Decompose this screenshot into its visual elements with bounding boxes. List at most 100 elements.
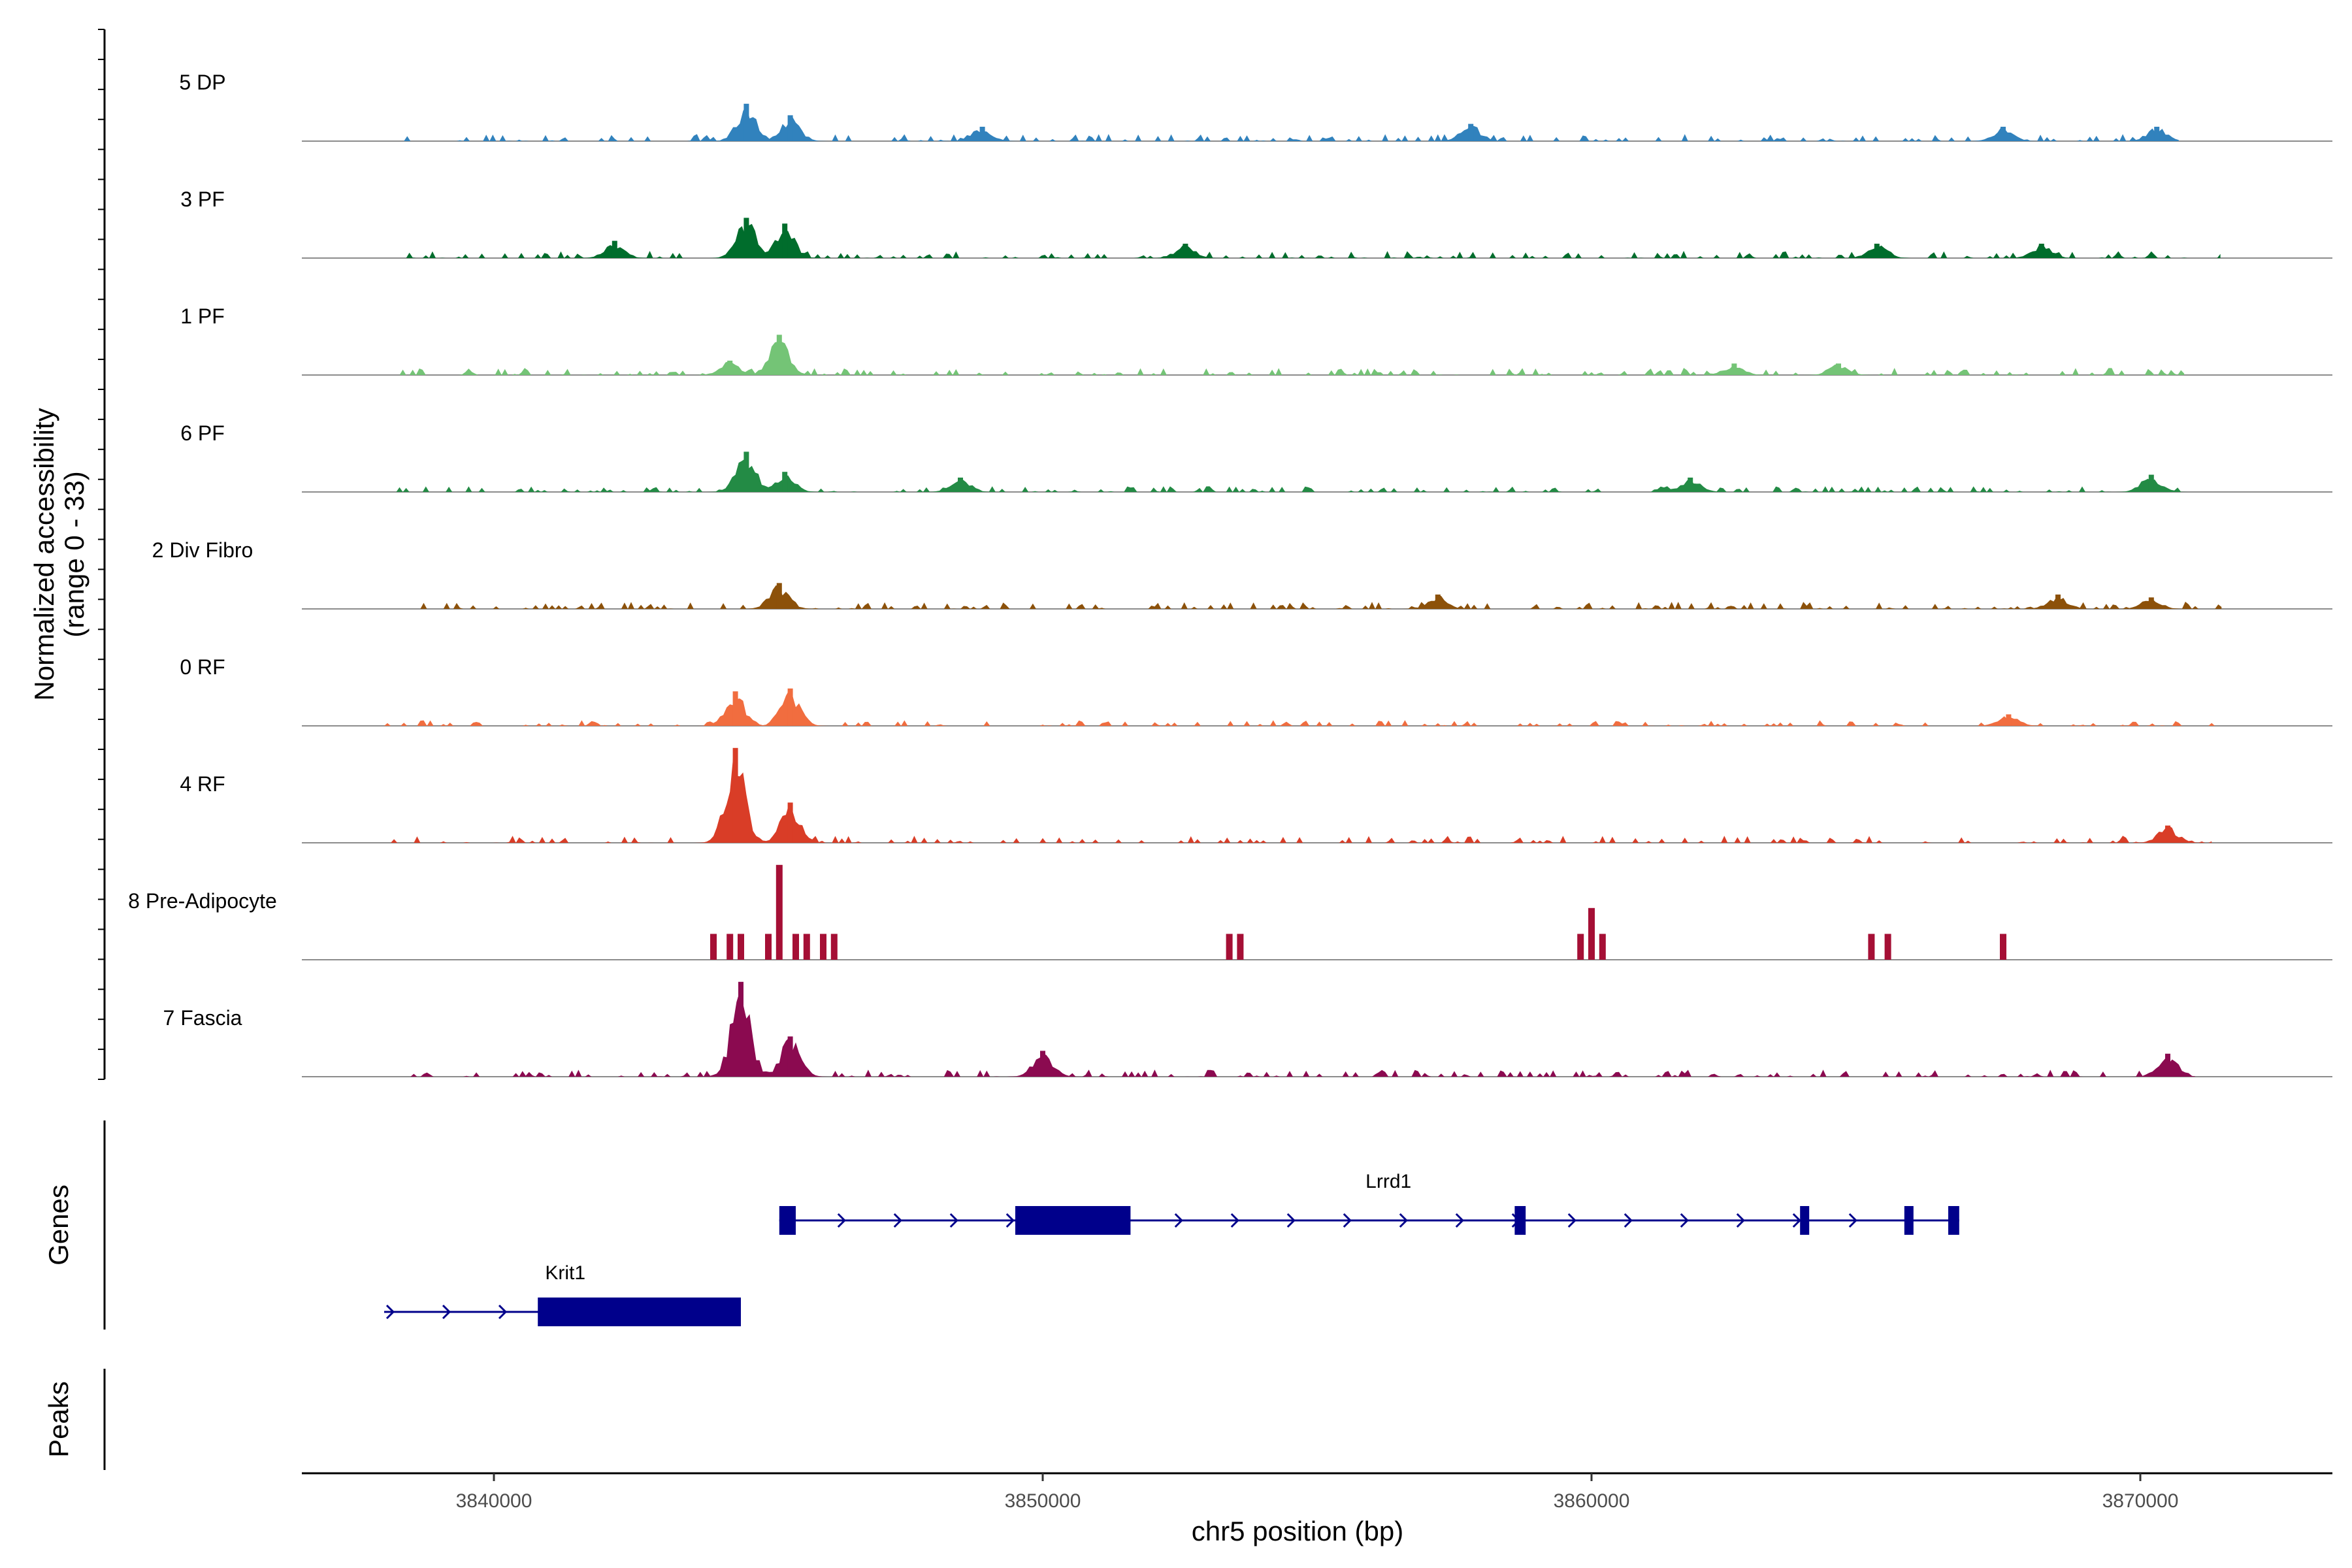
exon	[779, 1206, 796, 1235]
peak-mark	[2038, 244, 2044, 258]
gene-krit1: Krit1	[384, 1262, 741, 1326]
track-4-rf: 4 RF	[180, 747, 2332, 843]
x-tick-label: 3840000	[456, 1490, 532, 1512]
coverage-area	[384, 757, 2212, 843]
peak-mark	[787, 1036, 793, 1077]
x-tick-label: 3860000	[1554, 1490, 1630, 1512]
peak-mark	[743, 451, 749, 492]
strand-arrow	[1286, 1213, 1296, 1228]
coverage-bar	[2000, 934, 2006, 960]
peak-mark	[2154, 127, 2160, 141]
y-axis-title-line2: (range 0 - 33)	[59, 471, 90, 637]
strand-arrow	[498, 1304, 508, 1320]
peak-mark	[2165, 1053, 2170, 1077]
exon	[1904, 1206, 1914, 1235]
coverage-bar	[738, 934, 744, 960]
track-3-pf: 3 PF	[180, 188, 2332, 259]
y-axis-title-line1: Normalized accessibility	[29, 408, 59, 700]
coverage-bar	[1577, 934, 1584, 960]
peak-mark	[2148, 597, 2154, 609]
coverage-y-axis	[98, 29, 106, 1080]
coverage-area	[384, 105, 2179, 141]
peak-mark	[732, 691, 738, 726]
track-6-pf: 6 PF	[180, 421, 2332, 493]
coverage-area	[384, 991, 2195, 1077]
exon	[1514, 1206, 1526, 1235]
peak-mark	[782, 223, 788, 258]
peak-mark	[787, 688, 793, 726]
strand-arrow	[385, 1304, 395, 1320]
strand-arrow	[1455, 1213, 1464, 1228]
coverage-bar	[1884, 934, 1891, 960]
peaks-panel-title: Peaks	[43, 1381, 74, 1458]
coverage-area	[384, 585, 2222, 609]
track-7-fascia: 7 Fascia	[163, 981, 2332, 1077]
peak-mark	[776, 335, 782, 375]
coverage-bar	[776, 864, 783, 960]
strand-arrow	[1399, 1213, 1408, 1228]
peak-mark	[1435, 595, 1441, 609]
track-label: 7 Fascia	[163, 1006, 242, 1030]
strand-arrow	[1343, 1213, 1352, 1228]
peak-mark	[732, 747, 738, 843]
track-label: 4 RF	[180, 772, 225, 796]
strand-arrow	[1624, 1213, 1633, 1228]
exon	[1948, 1206, 1959, 1235]
peak-mark	[2006, 714, 2012, 726]
coverage-bar	[792, 934, 799, 960]
strand-arrow	[1567, 1213, 1576, 1228]
peak-mark	[787, 115, 793, 141]
coverage-bar	[1237, 934, 1244, 960]
peak-mark	[1183, 244, 1188, 258]
peak-mark	[958, 478, 963, 492]
track-2-div-fibro: 2 Div Fibro	[152, 538, 2332, 610]
peak-mark	[2001, 127, 2006, 141]
gene-label: Lrrd1	[1365, 1171, 1411, 1192]
track-1-pf: 1 PF	[180, 304, 2332, 376]
peak-mark	[738, 981, 743, 1077]
gene-lrrd1: Lrrd1	[779, 1171, 1959, 1235]
coverage-bar	[1599, 934, 1606, 960]
peak-mark	[727, 361, 733, 375]
peak-mark	[1468, 123, 1474, 141]
peak-mark	[2165, 825, 2170, 843]
x-axis: 3840000 3850000 3860000 3870000	[302, 1472, 2332, 1512]
track-label: 8 Pre-Adipocyte	[128, 889, 277, 913]
coverage-bar	[1868, 934, 1875, 960]
peak-mark	[1731, 363, 1737, 375]
coverage-area	[389, 223, 2221, 258]
genes-panel: Genes Lrrd1 Krit1	[43, 1120, 1959, 1330]
coverage-area	[384, 689, 2222, 726]
coverage-bar	[1588, 907, 1595, 960]
coverage-area	[389, 459, 2204, 492]
peak-mark	[1836, 363, 1841, 375]
strand-arrow	[1005, 1213, 1015, 1228]
coverage-bar	[820, 934, 826, 960]
coverage-area	[389, 341, 2185, 375]
coverage-bar	[830, 934, 838, 960]
gene-label: Krit1	[545, 1262, 585, 1284]
peak-mark	[743, 218, 749, 258]
peaks-panel: Peaks	[43, 1369, 106, 1470]
peak-mark	[1874, 244, 1880, 258]
x-tick-label: 3850000	[1005, 1490, 1081, 1512]
strand-arrow	[1680, 1213, 1689, 1228]
coverage-bar	[803, 934, 810, 960]
strand-arrow	[1848, 1213, 1857, 1228]
track-label: 5 DP	[179, 71, 225, 94]
coverage-bar	[1226, 934, 1233, 960]
track-label: 3 PF	[180, 188, 225, 211]
x-axis-title: chr5 position (bp)	[1192, 1516, 1404, 1546]
gene-models: Lrrd1 Krit1	[384, 1171, 1959, 1326]
exon	[538, 1298, 741, 1326]
track-label: 2 Div Fibro	[152, 538, 253, 562]
coverage-bar	[710, 934, 717, 960]
track-label: 0 RF	[180, 655, 225, 679]
strand-arrow	[837, 1213, 846, 1228]
strand-arrow	[949, 1213, 958, 1228]
coverage-bar	[727, 934, 734, 960]
peak-mark	[2148, 474, 2154, 492]
peak-mark	[1688, 478, 1693, 492]
peak-mark	[612, 240, 617, 258]
